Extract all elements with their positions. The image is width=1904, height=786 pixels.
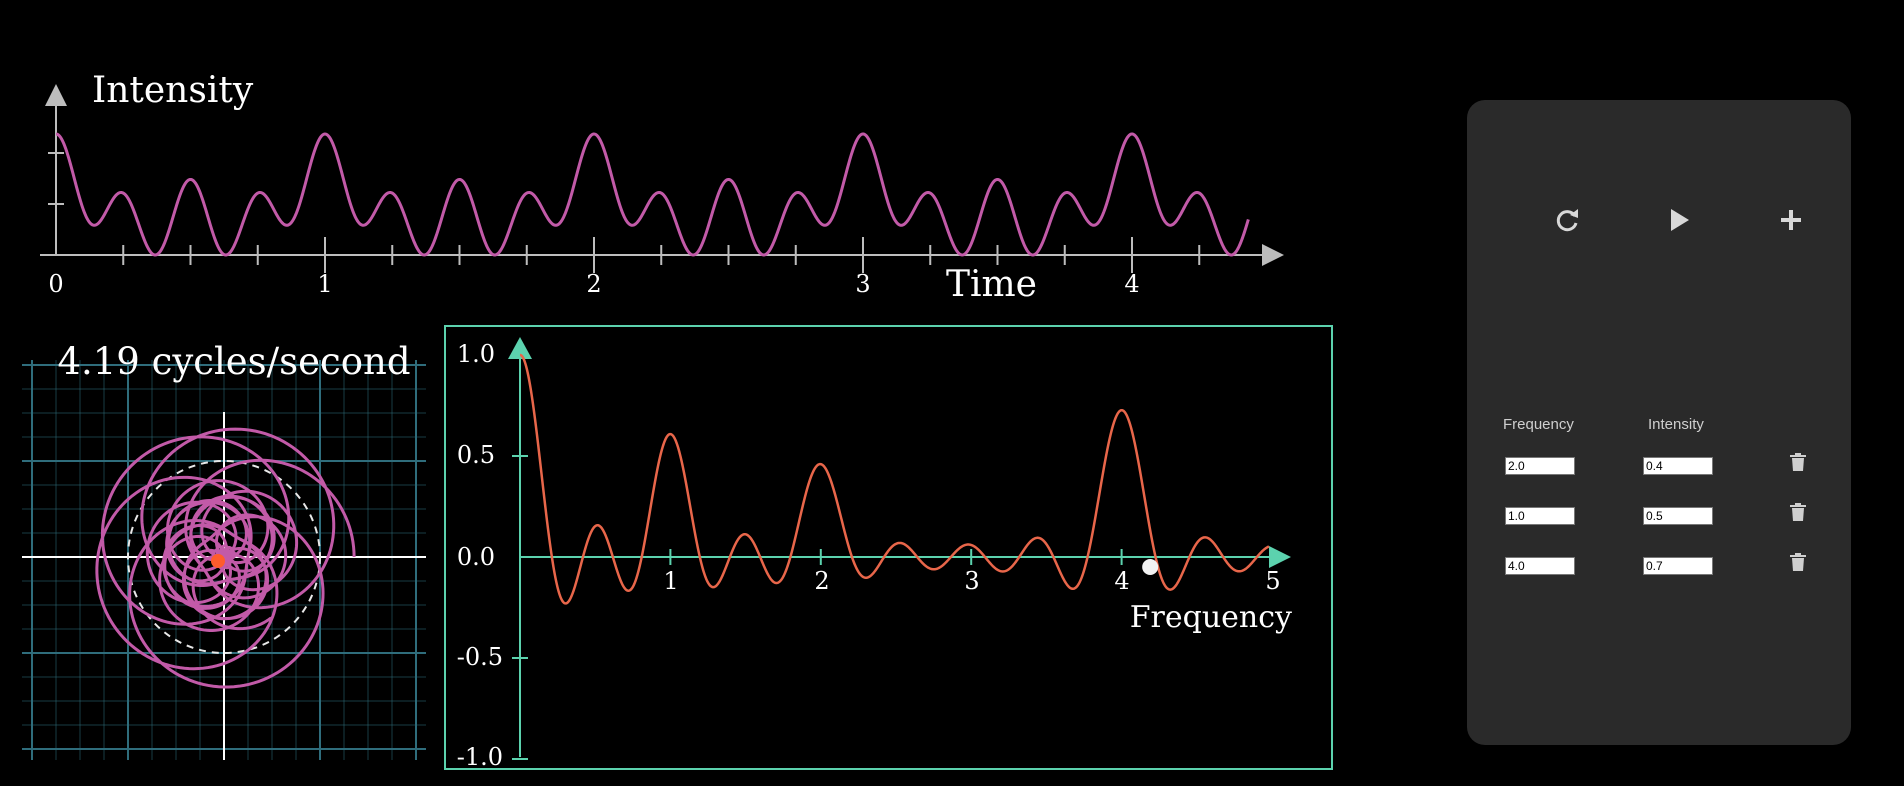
control-panel: Frequency Intensity: [1467, 100, 1851, 745]
time-tick-label: 3: [855, 270, 870, 298]
wave-row: [1467, 453, 1851, 479]
intensity-input[interactable]: [1643, 557, 1713, 575]
reset-button[interactable]: [1548, 200, 1588, 240]
ft-y-tick-label: 0.0: [457, 543, 495, 571]
ft-x-tick-label: 4: [1114, 567, 1129, 595]
ft-x-tick-label: 2: [814, 567, 829, 595]
wave-row: [1467, 553, 1851, 579]
delete-row-button[interactable]: [1788, 552, 1808, 574]
intensity-column-header: Intensity: [1648, 416, 1704, 433]
frequency-input[interactable]: [1505, 457, 1575, 475]
unit-circle: [127, 460, 321, 654]
ft-x-tick-label: 1: [663, 567, 678, 595]
transform-plot: 1.0 0.5 0.0 -0.5 -1.0 1 2 3 4 5 Frequenc…: [444, 325, 1333, 771]
x-axis-arrow-icon: [1262, 244, 1284, 266]
x-axis-arrow-icon: [1269, 546, 1291, 568]
time-tick-label: 0: [48, 270, 63, 298]
intensity-axis-label: Intensity: [92, 70, 254, 111]
time-plot: 0 1 2 3 4 Intensity Time: [40, 70, 1284, 305]
add-wave-button[interactable]: [1771, 200, 1811, 240]
ft-y-tick-label: 0.5: [457, 441, 495, 469]
trash-icon: [1790, 553, 1806, 571]
ft-x-tick-label: 5: [1265, 567, 1280, 595]
signal-curve: [55, 132, 1250, 257]
play-button[interactable]: [1659, 200, 1699, 240]
wound-signal-curve: [95, 427, 356, 689]
frequency-input[interactable]: [1505, 507, 1575, 525]
center-of-mass-dot: [211, 554, 225, 568]
frequency-marker-dot[interactable]: [1142, 559, 1159, 575]
play-icon: [1671, 209, 1689, 231]
time-tick-label: 1: [317, 270, 332, 298]
winding-frequency-label: 4.19 cycles/second: [57, 340, 410, 383]
transform-frame: [444, 325, 1333, 770]
frequency-axis-label: Frequency: [1130, 600, 1292, 635]
ft-y-tick-label: -1.0: [457, 743, 503, 771]
trash-icon: [1790, 453, 1806, 471]
intensity-input[interactable]: [1643, 457, 1713, 475]
ft-y-tick-label: 1.0: [457, 340, 495, 368]
winding-plot: 4.19 cycles/second: [22, 340, 426, 760]
frequency-column-header: Frequency: [1503, 416, 1574, 433]
time-tick-label: 2: [586, 270, 601, 298]
y-axis-arrow-icon: [508, 337, 532, 359]
wave-row: [1467, 503, 1851, 529]
intensity-input[interactable]: [1643, 507, 1713, 525]
delete-row-button[interactable]: [1788, 502, 1808, 524]
time-axis-label: Time: [946, 264, 1037, 305]
transform-curve: [519, 353, 1270, 605]
y-axis-arrow-icon: [45, 84, 67, 106]
plus-icon: [1781, 210, 1801, 230]
time-tick-label: 4: [1124, 270, 1139, 298]
trash-icon: [1790, 503, 1806, 521]
frequency-input[interactable]: [1505, 557, 1575, 575]
ft-y-tick-label: -0.5: [457, 643, 503, 671]
refresh-icon: [1556, 209, 1578, 232]
delete-row-button[interactable]: [1788, 452, 1808, 474]
ft-x-tick-label: 3: [964, 567, 979, 595]
